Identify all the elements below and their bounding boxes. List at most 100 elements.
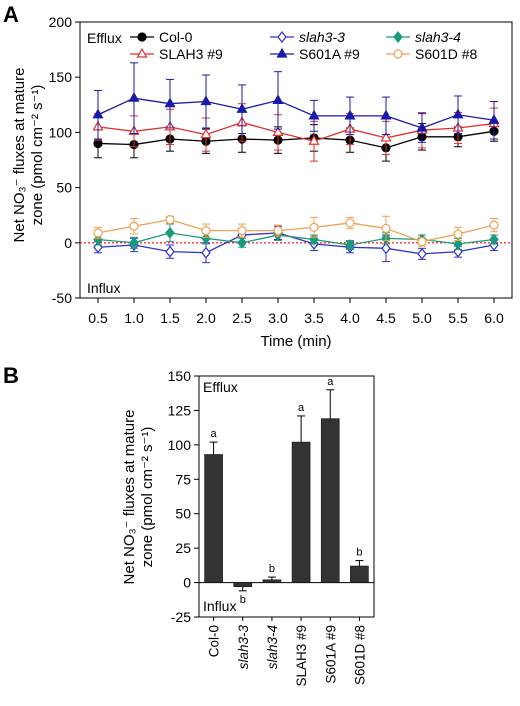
data-point — [200, 128, 212, 139]
legend-marker — [276, 47, 288, 58]
panel-a-chart: -50 0 50 100 150 200 0.5 1.0 1.5 2.0 2.5 3.0 3.5 4.0 4… — [49, 14, 513, 326]
data-point — [453, 229, 463, 239]
category-label: slah3-4 — [265, 625, 280, 669]
data-point — [489, 233, 499, 246]
legend-label: slah3-3 — [299, 29, 345, 45]
data-point — [201, 232, 211, 245]
series-line — [97, 232, 495, 255]
data-point — [236, 102, 248, 113]
y-tick-label: -25 — [171, 609, 191, 625]
data-point — [237, 226, 247, 236]
x-tick-label: 2.0 — [196, 310, 216, 326]
series-2 — [93, 223, 499, 251]
data-point — [237, 236, 247, 249]
x-tick-label: 3.0 — [268, 310, 288, 326]
y-tick-label: 0 — [183, 575, 191, 591]
data-point — [308, 109, 320, 120]
bar — [320, 418, 340, 583]
x-tick-label: 6.0 — [484, 310, 504, 326]
panel-b-influx-label: Influx — [203, 598, 236, 614]
data-point — [165, 215, 175, 225]
y-tick-label: 0 — [64, 235, 72, 251]
legend-marker — [277, 31, 287, 43]
y-tick-label: 100 — [168, 437, 192, 453]
data-point — [380, 109, 392, 120]
data-point — [201, 226, 211, 236]
legend-item: slah3-3 — [270, 29, 345, 45]
series-5 — [93, 215, 499, 247]
bar-group: a Col-0 — [204, 428, 223, 657]
data-point — [164, 97, 176, 108]
data-point — [273, 226, 283, 236]
x-tick-label: 1.0 — [124, 310, 144, 326]
data-point — [488, 114, 500, 124]
data-point — [452, 108, 464, 119]
bar-group: b slah3-4 — [262, 563, 282, 669]
y-tick-label: 125 — [168, 402, 192, 418]
legend-label: slah3-4 — [415, 29, 461, 45]
significance-label: a — [327, 376, 334, 388]
data-point — [345, 239, 355, 251]
data-point — [345, 218, 355, 228]
panel-b-efflux-label: Efflux — [203, 379, 238, 395]
bar — [204, 454, 223, 583]
y-tick-label: 25 — [175, 540, 191, 556]
data-point — [129, 236, 139, 249]
series-4 — [92, 62, 500, 143]
bar-group: a S601A #9 — [320, 376, 340, 684]
panel-b-frame — [198, 375, 375, 618]
data-point — [165, 245, 175, 258]
data-point — [453, 237, 463, 250]
category-label: S601A #9 — [323, 625, 338, 684]
series-line — [97, 218, 495, 243]
legend-label: Col-0 — [159, 29, 193, 45]
y-tick-label: 150 — [168, 368, 192, 384]
series-line — [97, 121, 495, 142]
data-point — [93, 228, 103, 238]
data-point — [417, 237, 427, 247]
significance-label: a — [298, 402, 305, 414]
data-point — [272, 94, 284, 104]
x-tick-label: 5.5 — [448, 310, 468, 326]
legend-item: Col-0 — [130, 29, 193, 45]
panel-b-ylabel-line1: Net NO₃⁻ fluxes at mature — [121, 410, 138, 585]
legend-label: SLAH3 #9 — [159, 46, 223, 62]
x-tick-label: 4.5 — [376, 310, 396, 326]
category-label: SLAH3 #9 — [294, 625, 309, 687]
data-point — [308, 135, 320, 145]
legend: Col-0 slah3-3 slah3-4 SLAH3 #9 S601A #9 S601D… — [130, 29, 477, 62]
category-label: S601D #8 — [352, 625, 367, 685]
bar — [350, 565, 369, 583]
panel-a-ylabel-line1: Net NO₃⁻ fluxes at mature — [11, 68, 28, 243]
legend-item: slah3-4 — [386, 29, 461, 45]
panel-a-letter: A — [3, 2, 19, 27]
legend-item: SLAH3 #9 — [130, 46, 223, 62]
significance-label: b — [240, 594, 246, 606]
panel-b-chart: -25 0 25 50 75 100 125 150 a Col-0 b slah3-3 b slah3-… — [168, 368, 375, 687]
data-point — [165, 226, 175, 239]
significance-label: a — [211, 428, 218, 440]
y-tick-label: 50 — [56, 180, 72, 196]
panel-a-ylabel-line2: zone (pmol cm⁻² s⁻¹) — [29, 85, 46, 226]
y-tick-label: 75 — [175, 471, 191, 487]
x-tick-label: 1.5 — [160, 310, 180, 326]
legend-marker — [137, 32, 147, 42]
panel-a-xlabel: Time (min) — [260, 333, 331, 350]
category-label: slah3-3 — [236, 625, 251, 670]
x-tick-label: 5.0 — [412, 310, 432, 326]
data-point — [92, 108, 104, 119]
data-point — [272, 126, 284, 136]
data-point — [417, 247, 427, 260]
legend-marker — [393, 49, 403, 59]
y-tick-label: 50 — [175, 506, 191, 522]
legend-marker — [393, 31, 403, 43]
panel-a-efflux-label: Efflux — [87, 30, 122, 46]
data-point — [381, 242, 391, 255]
bar — [233, 582, 253, 588]
bar — [291, 441, 311, 583]
data-point — [309, 222, 319, 232]
data-point — [200, 95, 212, 106]
x-tick-label: 0.5 — [88, 310, 108, 326]
legend-item: S601D #8 — [386, 46, 477, 62]
significance-label: b — [269, 563, 275, 575]
